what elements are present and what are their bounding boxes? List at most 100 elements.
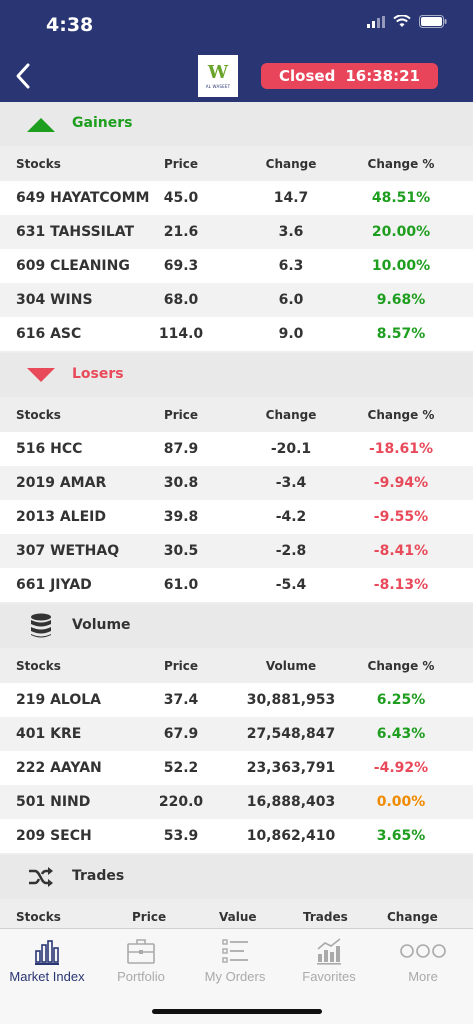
stock-change-pct: 6.25% [376, 692, 426, 708]
table-row[interactable]: 2019 AMAR 30.8 -3.4 -9.94% [0, 466, 473, 500]
gainers-title: Gainers [72, 115, 133, 131]
status-icons [367, 15, 447, 28]
stock-name: 609 CLEANING [16, 258, 130, 274]
stock-change-pct: 9.68% [376, 292, 426, 308]
down-triangle-icon [27, 368, 55, 382]
stock-change-pct: 8.57% [376, 326, 426, 342]
stock-change: -20.1 [270, 441, 312, 457]
table-row[interactable]: 501 NIND 220.0 16,888,403 0.00% [0, 785, 473, 819]
tab-my-orders[interactable]: My Orders [188, 929, 282, 989]
stock-name: 501 NIND [16, 794, 91, 810]
tab-label: Favorites [302, 969, 356, 984]
stock-price: 39.8 [163, 509, 199, 525]
stock-name: 2019 AMAR [16, 475, 107, 491]
stock-change-pct: 10.00% [371, 258, 431, 274]
battery-icon [419, 15, 447, 28]
stock-volume: 30,881,953 [246, 692, 336, 708]
tab-label: Portfolio [117, 969, 165, 984]
shuffle-icon [29, 867, 53, 887]
stock-price: 87.9 [163, 441, 199, 457]
table-row[interactable]: 304 WINS 68.0 6.0 9.68% [0, 283, 473, 317]
database-icon [31, 613, 51, 638]
stock-price: 114.0 [158, 326, 204, 342]
gainers-column-headers: Stocks Price Change Change % [0, 146, 473, 182]
col-stocks: Stocks [16, 408, 61, 422]
stock-change-pct: 48.51% [371, 190, 431, 206]
stock-name: 631 TAHSSILAT [16, 224, 135, 240]
stock-name: 209 SECH [16, 828, 92, 844]
table-row[interactable]: 616 ASC 114.0 9.0 8.57% [0, 317, 473, 351]
table-row[interactable]: 516 HCC 87.9 -20.1 -18.61% [0, 432, 473, 466]
table-row[interactable]: 2013 ALEID 39.8 -4.2 -9.55% [0, 500, 473, 534]
col-change: Change [265, 157, 317, 171]
col-price: Price [163, 157, 199, 171]
table-row[interactable]: 307 WETHAQ 30.5 -2.8 -8.41% [0, 534, 473, 568]
stock-name: 2013 ALEID [16, 509, 106, 525]
stock-change-pct: -18.61% [368, 441, 434, 457]
stock-price: 45.0 [163, 190, 199, 206]
volume-title: Volume [72, 617, 131, 633]
logo-text: AL WASEET [205, 83, 231, 89]
tab-portfolio[interactable]: Portfolio [94, 929, 188, 989]
stock-price: 30.8 [163, 475, 199, 491]
stock-change-pct: -8.41% [373, 543, 429, 559]
stock-volume: 10,862,410 [246, 828, 336, 844]
stock-change: 14.7 [273, 190, 309, 206]
col-change-pct: Change % [367, 157, 435, 171]
losers-title: Losers [72, 366, 124, 382]
tab-market-index[interactable]: Market Index [0, 929, 94, 989]
stock-volume: 23,363,791 [246, 760, 336, 776]
col-change-pct: Change % [367, 659, 435, 673]
table-row[interactable]: 219 ALOLA 37.4 30,881,953 6.25% [0, 683, 473, 717]
signal-icon [367, 15, 385, 28]
table-row[interactable]: 661 JIYAD 61.0 -5.4 -8.13% [0, 568, 473, 602]
trades-section-header: Trades [0, 855, 473, 899]
stock-change-pct: 20.00% [371, 224, 431, 240]
table-row[interactable]: 609 CLEANING 69.3 6.3 10.00% [0, 249, 473, 283]
stock-price: 21.6 [163, 224, 199, 240]
stock-change: -4.2 [275, 509, 307, 525]
stock-change: 9.0 [278, 326, 304, 342]
volume-section-header: Volume [0, 604, 473, 648]
table-row[interactable]: 222 AAYAN 52.2 23,363,791 -4.92% [0, 751, 473, 785]
more-dots-icon [400, 944, 446, 958]
back-chevron-icon[interactable] [12, 60, 36, 92]
stock-change-pct: 0.00% [376, 794, 426, 810]
tab-more[interactable]: More [376, 929, 470, 989]
stock-name: 516 HCC [16, 441, 83, 457]
stock-name: 307 WETHAQ [16, 543, 120, 559]
up-triangle-icon [27, 118, 55, 132]
table-row[interactable]: 401 KRE 67.9 27,548,847 6.43% [0, 717, 473, 751]
stock-name: 401 KRE [16, 726, 82, 742]
stock-change: -2.8 [275, 543, 307, 559]
wifi-icon [393, 15, 411, 27]
stock-change: -5.4 [275, 577, 307, 593]
stock-change-pct: -9.55% [373, 509, 429, 525]
col-price: Price [163, 659, 199, 673]
briefcase-icon [127, 939, 155, 964]
stock-price: 30.5 [163, 543, 199, 559]
home-indicator [152, 1009, 322, 1014]
col-volume: Volume [265, 659, 317, 673]
stock-name: 661 JIYAD [16, 577, 92, 593]
table-row[interactable]: 649 HAYATCOMM 45.0 14.7 48.51% [0, 181, 473, 215]
stock-price: 61.0 [163, 577, 199, 593]
stock-name: 649 HAYATCOMM [16, 190, 150, 206]
col-stocks: Stocks [16, 910, 61, 924]
gainers-section-header: Gainers [0, 102, 473, 146]
stock-price: 220.0 [158, 794, 204, 810]
table-row[interactable]: 209 SECH 53.9 10,862,410 3.65% [0, 819, 473, 853]
stock-change: 3.6 [278, 224, 304, 240]
volume-column-headers: Stocks Price Volume Change % [0, 648, 473, 684]
list-icon [222, 939, 248, 963]
market-status-time: 16:38:21 [345, 67, 420, 85]
market-status-badge: Closed 16:38:21 [261, 63, 438, 89]
status-time: 4:38 [46, 14, 94, 36]
table-row[interactable]: 631 TAHSSILAT 21.6 3.6 20.00% [0, 215, 473, 249]
stock-change-pct: -4.92% [373, 760, 429, 776]
tab-label: Market Index [9, 969, 85, 984]
tab-favorites[interactable]: Favorites [282, 929, 376, 989]
col-trades: Trades [303, 910, 348, 924]
col-change: Change [265, 408, 317, 422]
col-value: Value [219, 910, 257, 924]
